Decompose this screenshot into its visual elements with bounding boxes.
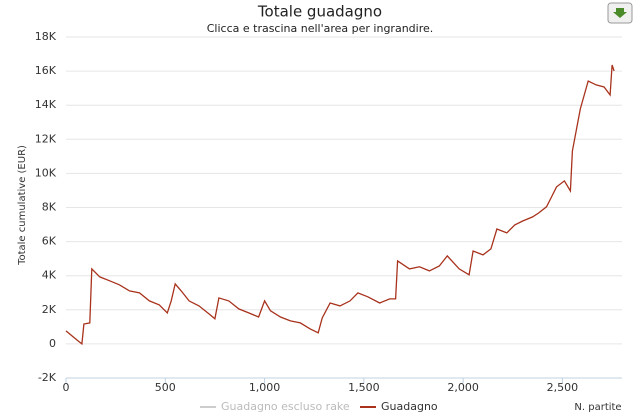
y-tick-label: 12K (35, 132, 57, 145)
legend-label[interactable]: Guadagno escluso rake (221, 400, 350, 413)
download-button[interactable] (607, 2, 633, 24)
x-tick-label: 2,500 (547, 381, 579, 394)
y-tick-label: 14K (35, 98, 57, 111)
y-tick-label: 8K (42, 201, 57, 214)
chart-title: Totale guadagno (257, 3, 382, 21)
download-icon[interactable] (613, 8, 627, 18)
x-tick-label: 2,000 (447, 381, 479, 394)
y-tick-label: 4K (42, 269, 57, 282)
data-line (65, 64, 615, 346)
y-axis-label: Totale cumulative (EUR) (17, 145, 28, 266)
y-tick-label: -2K (38, 371, 57, 384)
legend-label[interactable]: Guadagno (381, 400, 438, 413)
y-tick-label: 16K (35, 64, 57, 77)
y-tick-label: 0 (49, 337, 56, 350)
y-tick-label: 2K (42, 303, 57, 316)
y-tick-label: 18K (35, 30, 57, 43)
y-tick-label: 6K (42, 235, 57, 248)
y-tick-label: 10K (35, 166, 57, 179)
x-axis-label: N. partite (574, 402, 621, 413)
x-tick-label: 0 (63, 381, 70, 394)
x-tick-label: 1,000 (249, 381, 281, 394)
chart-subtitle: Clicca e trascina nell'area per ingrandi… (207, 22, 434, 35)
x-tick-label: 500 (155, 381, 176, 394)
x-tick-label: 1,500 (348, 381, 380, 394)
